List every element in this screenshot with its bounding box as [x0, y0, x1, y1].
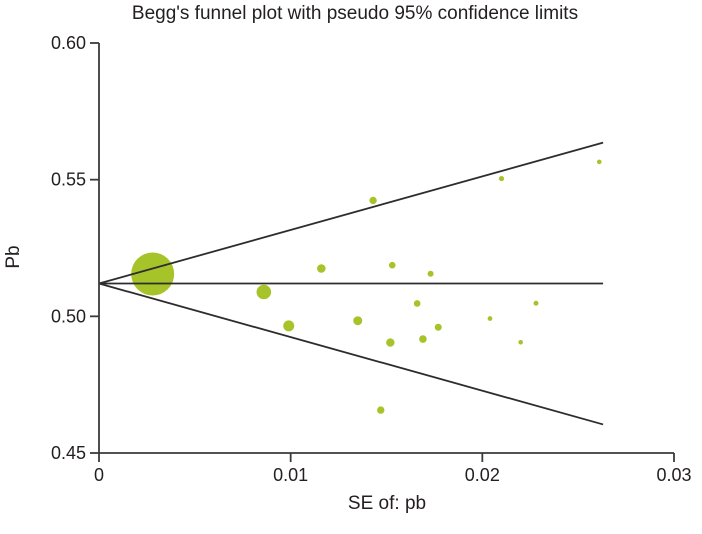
y-tick-label: 0.45: [51, 443, 86, 463]
data-point: [533, 300, 539, 306]
chart-title: Begg's funnel plot with pseudo 95% confi…: [131, 3, 579, 24]
data-point: [283, 320, 295, 332]
data-point: [518, 340, 523, 345]
data-point: [377, 406, 385, 414]
data-point: [388, 261, 396, 269]
y-tick-label: 0.50: [51, 306, 86, 326]
y-tick-label: 0.60: [51, 33, 86, 53]
y-tick-label: 0.55: [51, 170, 86, 190]
x-tick-label: 0: [94, 465, 104, 485]
data-point: [386, 338, 395, 347]
data-point: [596, 159, 602, 165]
data-point: [317, 264, 326, 273]
data-point: [131, 252, 175, 296]
upper-confidence-limit-line: [98, 141, 604, 285]
lower-confidence-limit-line: [98, 282, 604, 426]
data-point: [413, 300, 421, 307]
data-point: [369, 196, 377, 205]
x-tick-label: 0.01: [273, 465, 308, 485]
x-tick-label: 0.03: [656, 465, 691, 485]
data-point: [353, 316, 363, 326]
data-point: [498, 175, 505, 182]
data-point: [487, 316, 493, 321]
x-tick-label: 0.02: [465, 465, 500, 485]
data-point: [256, 284, 272, 300]
data-point: [427, 270, 434, 277]
x-axis-label: SE of: pb: [347, 493, 427, 514]
data-point: [419, 335, 427, 343]
data-point: [434, 323, 442, 331]
